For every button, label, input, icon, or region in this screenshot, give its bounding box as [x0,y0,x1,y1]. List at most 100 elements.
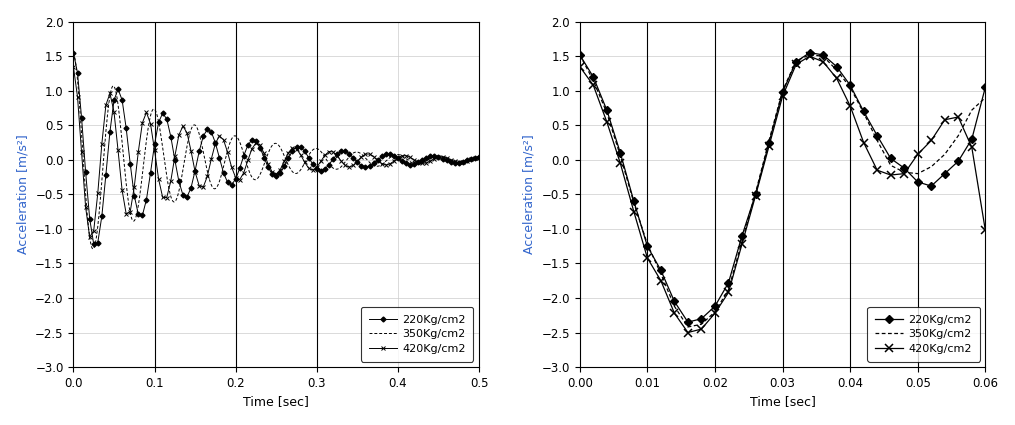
220Kg/cm2 [804,50,816,55]
220Kg/cm2 [173,179,185,184]
220Kg/cm2 [871,133,883,138]
350Kg/cm2 [844,85,857,90]
220Kg/cm2 [573,52,586,57]
350Kg/cm2 [387,153,399,158]
Line: 420Kg/cm2: 420Kg/cm2 [576,52,990,336]
Y-axis label: Acceleration [m/s²]: Acceleration [m/s²] [523,134,536,254]
420Kg/cm2 [588,83,600,88]
220Kg/cm2 [736,233,748,238]
420Kg/cm2 [723,290,735,295]
220Kg/cm2 [749,192,761,197]
220Kg/cm2 [99,172,112,177]
220Kg/cm2 [952,159,964,164]
350Kg/cm2 [708,309,721,314]
350Kg/cm2 [627,200,639,205]
350Kg/cm2 [885,163,897,168]
420Kg/cm2 [817,59,829,64]
Line: 350Kg/cm2: 350Kg/cm2 [580,55,986,327]
220Kg/cm2 [627,199,639,204]
420Kg/cm2 [858,140,870,145]
420Kg/cm2 [736,241,748,246]
350Kg/cm2 [925,164,937,169]
Legend: 220Kg/cm2, 350Kg/cm2, 420Kg/cm2: 220Kg/cm2, 350Kg/cm2, 420Kg/cm2 [361,307,473,362]
220Kg/cm2 [258,155,270,160]
220Kg/cm2 [858,109,870,114]
220Kg/cm2 [723,280,735,285]
220Kg/cm2 [67,50,79,55]
Legend: 220Kg/cm2, 350Kg/cm2, 420Kg/cm2: 220Kg/cm2, 350Kg/cm2, 420Kg/cm2 [868,307,979,362]
350Kg/cm2 [871,138,883,143]
420Kg/cm2 [830,76,842,81]
220Kg/cm2 [708,304,721,309]
420Kg/cm2 [355,154,367,159]
420Kg/cm2 [979,228,992,233]
420Kg/cm2 [898,171,910,176]
420Kg/cm2 [695,326,707,332]
420Kg/cm2 [871,167,883,173]
350Kg/cm2 [736,239,748,244]
350Kg/cm2 [817,54,829,59]
220Kg/cm2 [830,64,842,69]
350Kg/cm2 [573,52,586,57]
420Kg/cm2 [682,330,694,335]
350Kg/cm2 [804,52,816,57]
420Kg/cm2 [790,62,802,67]
420Kg/cm2 [749,193,761,198]
420Kg/cm2 [99,102,112,108]
220Kg/cm2 [776,90,789,95]
220Kg/cm2 [668,299,680,304]
220Kg/cm2 [925,184,937,189]
220Kg/cm2 [682,320,694,325]
X-axis label: Time [sec]: Time [sec] [750,395,815,408]
350Kg/cm2 [776,88,789,94]
350Kg/cm2 [655,271,667,276]
220Kg/cm2 [614,150,626,156]
420Kg/cm2 [67,65,79,70]
420Kg/cm2 [376,161,388,166]
220Kg/cm2 [763,140,775,145]
350Kg/cm2 [858,110,870,116]
350Kg/cm2 [939,152,951,157]
420Kg/cm2 [473,155,485,160]
420Kg/cm2 [315,159,327,164]
350Kg/cm2 [88,244,100,249]
220Kg/cm2 [965,136,977,142]
350Kg/cm2 [790,59,802,64]
220Kg/cm2 [979,85,992,90]
420Kg/cm2 [965,145,977,150]
350Kg/cm2 [695,322,707,327]
220Kg/cm2 [911,179,924,184]
Line: 420Kg/cm2: 420Kg/cm2 [71,65,481,239]
420Kg/cm2 [885,173,897,178]
420Kg/cm2 [952,114,964,119]
420Kg/cm2 [708,311,721,316]
220Kg/cm2 [473,155,485,160]
420Kg/cm2 [911,152,924,157]
220Kg/cm2 [87,242,99,247]
220Kg/cm2 [844,83,857,88]
220Kg/cm2 [601,108,613,113]
350Kg/cm2 [67,50,79,55]
220Kg/cm2 [817,52,829,57]
350Kg/cm2 [749,190,761,196]
420Kg/cm2 [844,103,857,108]
350Kg/cm2 [473,155,485,160]
220Kg/cm2 [939,171,951,176]
420Kg/cm2 [83,235,95,240]
220Kg/cm2 [790,59,802,64]
420Kg/cm2 [641,255,654,261]
420Kg/cm2 [573,64,586,69]
350Kg/cm2 [911,171,924,176]
Line: 350Kg/cm2: 350Kg/cm2 [73,53,479,249]
350Kg/cm2 [265,145,277,150]
220Kg/cm2 [355,163,367,168]
350Kg/cm2 [254,172,266,177]
350Kg/cm2 [830,68,842,73]
220Kg/cm2 [898,166,910,171]
350Kg/cm2 [461,158,473,163]
350Kg/cm2 [588,78,600,83]
350Kg/cm2 [614,153,626,158]
420Kg/cm2 [627,209,639,214]
220Kg/cm2 [315,168,327,173]
220Kg/cm2 [641,244,654,249]
